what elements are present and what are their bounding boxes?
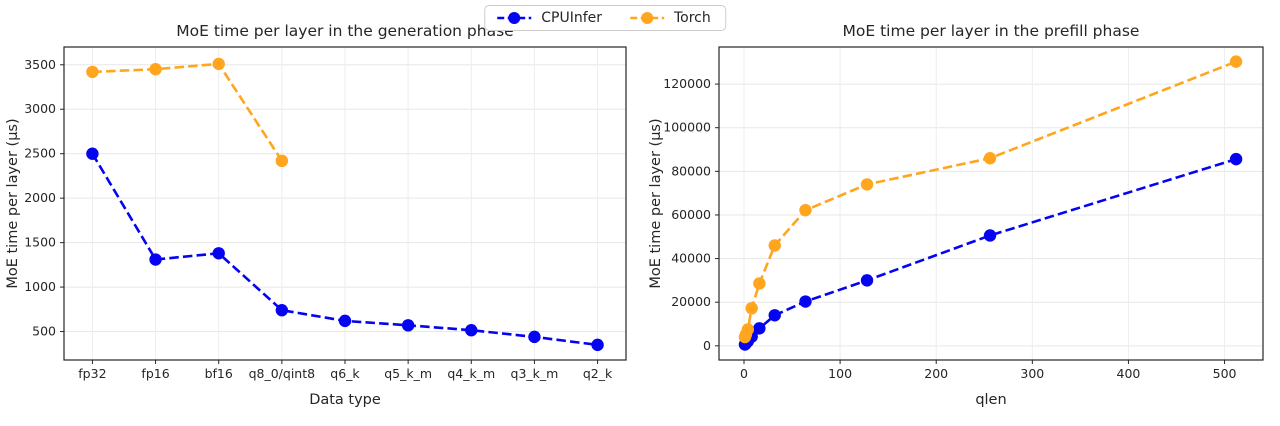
data-point [753, 277, 766, 290]
x-tick-label: 100 [828, 366, 852, 381]
data-point [799, 295, 812, 308]
legend-marker-torch [630, 12, 664, 24]
series-cpuinfer [738, 152, 1243, 351]
data-point [983, 229, 997, 242]
x-tick-label: q8_0/qint8 [249, 366, 316, 381]
data-point [86, 147, 99, 160]
x-tick-label: 0 [740, 366, 748, 381]
legend-label: Torch [674, 10, 711, 26]
y-tick-label: 80000 [671, 163, 711, 178]
data-point [591, 338, 604, 352]
data-point [149, 253, 162, 266]
data-point [983, 152, 997, 165]
x-tick-label: q5_k_m [384, 366, 432, 381]
x-axis-label: Data type [309, 392, 381, 408]
y-tick-label: 2500 [24, 146, 56, 161]
data-point [86, 65, 99, 79]
y-tick-label: 3000 [24, 101, 56, 116]
data-point [528, 330, 541, 344]
y-tick-label: 2000 [24, 190, 56, 205]
axes [715, 46, 1264, 364]
generation-phase-chart: 500 1000 1500 2000 2500 3000 3500 fp32 fp16 bf16 q… [5, 22, 627, 408]
data-point [860, 178, 874, 191]
x-tick-label: 400 [1117, 366, 1141, 381]
plot-series [86, 57, 604, 352]
x-tick-label: 300 [1020, 366, 1044, 381]
chart-title: MoE time per layer in the generation pha… [176, 22, 513, 40]
y-tick-label: 40000 [671, 251, 711, 266]
y-tick-label: 1000 [24, 279, 56, 294]
x-tick-label: 500 [1213, 366, 1237, 381]
data-point [741, 323, 755, 336]
series-line [92, 62, 283, 162]
plot-series [738, 55, 1243, 351]
data-point [275, 304, 289, 317]
data-point [465, 324, 478, 337]
x-axis-label: qlen [975, 392, 1006, 408]
data-point [338, 314, 352, 328]
x-tick-label: q6_k [330, 366, 360, 381]
x-tick-label: q4_k_m [447, 366, 495, 381]
legend-item-torch: Torch [628, 10, 711, 26]
y-tick-label: 3500 [24, 57, 56, 72]
legend-item-cpuinfer: CPUInfer [495, 10, 602, 26]
data-point [745, 302, 758, 315]
y-tick-label: 0 [703, 338, 711, 353]
plot-border [63, 46, 627, 361]
data-point [212, 57, 225, 71]
legend-marker-cpuinfer [497, 12, 532, 24]
x-tick-label: 200 [924, 366, 948, 381]
y-tick-label: 60000 [671, 207, 711, 222]
data-point [275, 154, 289, 168]
axes [60, 46, 627, 364]
axis-text: 0 20000 40000 60000 80000 100000 120000 0 100 200… [648, 22, 1237, 408]
legend-label: CPUInfer [541, 10, 602, 26]
plot-border [718, 46, 1264, 361]
data-point [753, 322, 766, 335]
series-torch [86, 57, 289, 168]
x-tick-label: bf16 [205, 366, 233, 381]
legend: CPUInfer Torch [484, 5, 726, 31]
gridlines [719, 47, 1263, 360]
y-tick-label: 1500 [24, 235, 56, 250]
data-point [768, 239, 781, 252]
y-tick-label: 120000 [663, 76, 711, 91]
data-point [401, 319, 415, 332]
prefill-phase-chart: 0 20000 40000 60000 80000 100000 120000 0 100 200… [648, 22, 1264, 408]
data-point [149, 63, 162, 76]
series-torch [738, 55, 1243, 344]
y-axis-label: MoE time per layer (μs) [648, 118, 664, 288]
axis-text: 500 1000 1500 2000 2500 3000 3500 fp32 fp16 bf16 q… [5, 22, 613, 408]
x-tick-label: fp16 [141, 366, 169, 381]
data-point [860, 274, 874, 287]
series-line [743, 157, 1237, 346]
chart-title: MoE time per layer in the prefill phase [843, 22, 1140, 40]
data-point [212, 247, 225, 260]
data-point [1229, 152, 1243, 166]
data-point [768, 309, 781, 322]
x-tick-label: q3_k_m [511, 366, 559, 381]
y-tick-label: 500 [32, 324, 56, 339]
x-tick-label: fp32 [78, 366, 106, 381]
y-tick-label: 100000 [663, 120, 711, 135]
y-axis-label: MoE time per layer (μs) [5, 118, 21, 288]
y-tick-label: 20000 [671, 294, 711, 309]
data-point [1229, 55, 1243, 68]
data-point [799, 203, 812, 217]
x-tick-label: q2_k [583, 366, 613, 381]
series-cpuinfer [86, 147, 604, 352]
gridlines [64, 47, 626, 360]
